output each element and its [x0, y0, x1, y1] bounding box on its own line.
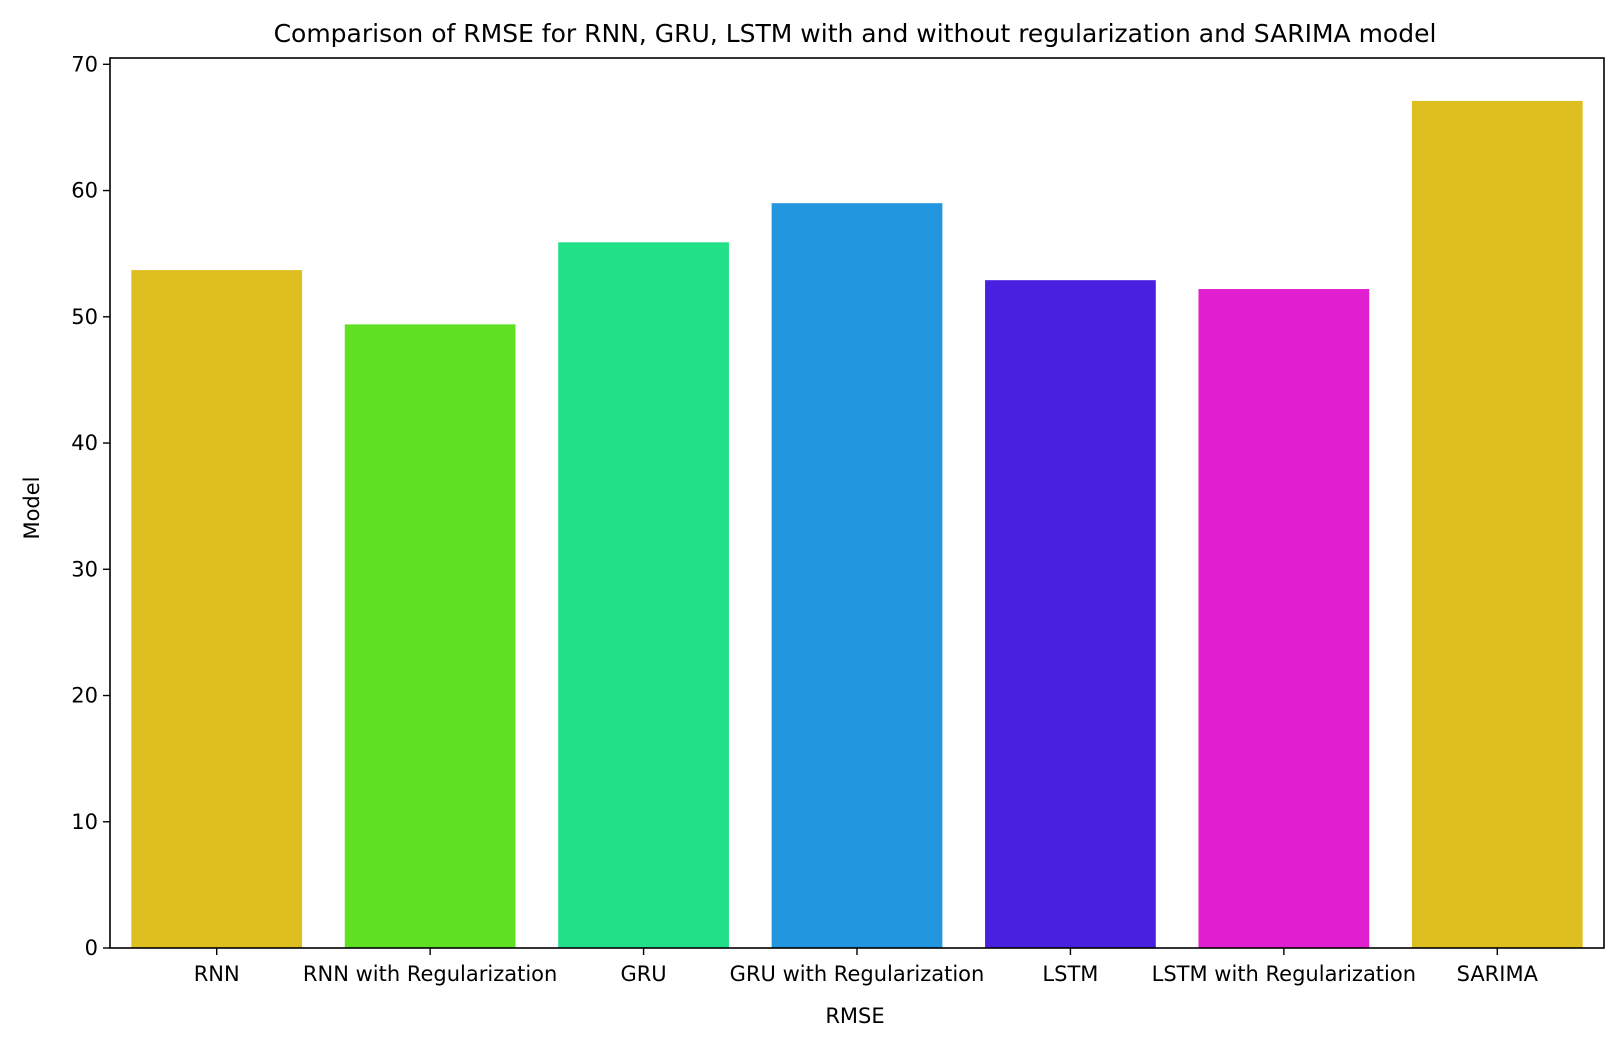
bars-group [131, 100, 1583, 949]
x-tick-label: GRU with Regularization [730, 962, 985, 986]
y-tick-label: 0 [85, 936, 98, 960]
plot-frame [109, 57, 1605, 949]
x-tick-label: GRU [620, 962, 666, 986]
bar-2 [558, 242, 729, 948]
bar-3 [771, 203, 943, 948]
y-tick-label: 60 [71, 179, 98, 203]
bar-6 [1411, 100, 1583, 948]
chart-title: Comparison of RMSE for RNN, GRU, LSTM wi… [274, 19, 1437, 48]
x-tick-label: SARIMA [1457, 962, 1539, 986]
x-tick-label: RNN [194, 962, 240, 986]
bar-0 [131, 270, 303, 949]
y-tick-label: 30 [71, 557, 98, 581]
x-tick-label: LSTM with Regularization [1152, 962, 1416, 986]
bar-4 [985, 280, 1156, 948]
y-tick-label: 20 [71, 684, 98, 708]
x-axis-label: RMSE [825, 1004, 884, 1028]
x-axis: RNN RNN with Regularization GRU GRU with Re… [194, 948, 1539, 986]
y-axis: 0 10 20 30 40 50 60 70 [71, 52, 110, 960]
x-tick-label: LSTM [1042, 962, 1098, 986]
y-axis-label: Model [20, 476, 44, 539]
y-tick-label: 40 [71, 431, 98, 455]
bar-1 [344, 324, 516, 949]
y-tick-label: 50 [71, 305, 98, 329]
x-tick-label: RNN with Regularization [303, 962, 557, 986]
y-tick-label: 10 [71, 810, 98, 834]
bar-5 [1198, 289, 1370, 949]
y-tick-label: 70 [71, 52, 98, 76]
